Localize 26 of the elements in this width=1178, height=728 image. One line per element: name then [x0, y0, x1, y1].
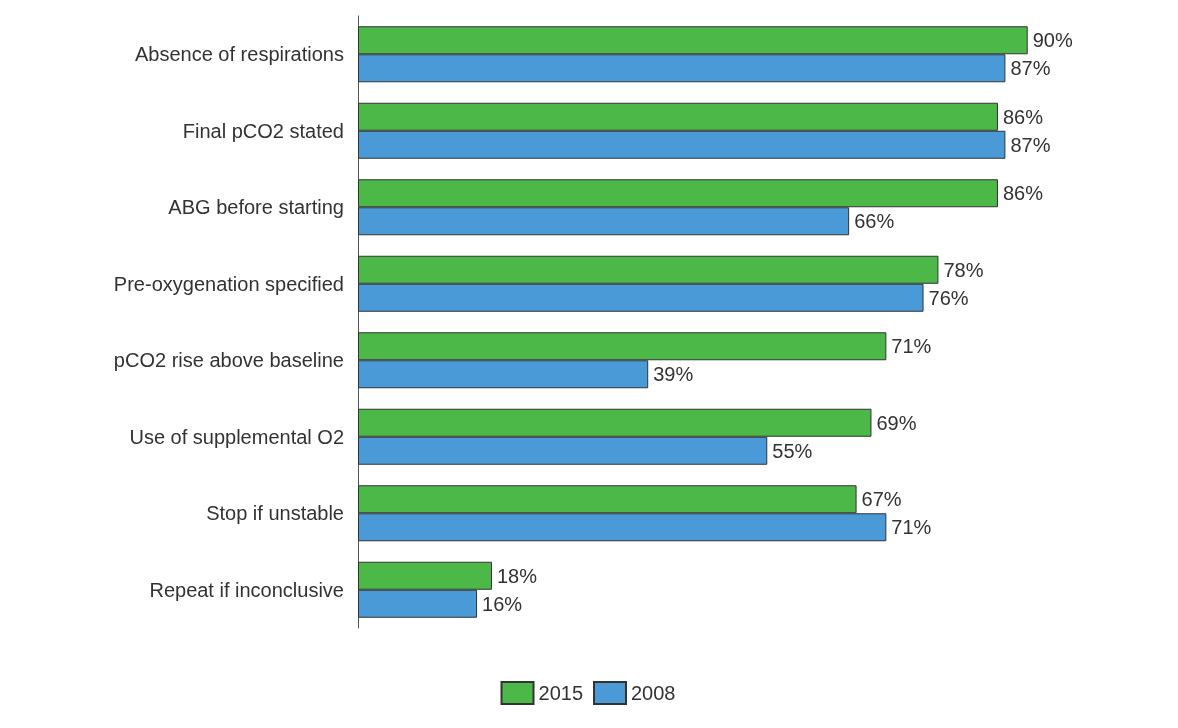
- data-label: 71%: [891, 335, 932, 358]
- y-tick-label: Repeat if inconclusive: [149, 578, 344, 601]
- data-label: 67%: [861, 488, 902, 511]
- data-label: 87%: [1010, 57, 1051, 80]
- data-label: 69%: [876, 411, 917, 434]
- y-tick-label: ABG before starting: [168, 196, 344, 219]
- y-tick-label: Use of supplemental O2: [129, 425, 344, 448]
- data-label: 76%: [928, 286, 969, 309]
- y-tick-label: Stop if unstable: [206, 502, 344, 525]
- data-label: 39%: [653, 363, 694, 386]
- data-label: 78%: [943, 258, 984, 281]
- data-label: 18%: [496, 564, 538, 587]
- data-label: 66%: [854, 210, 895, 233]
- legend-label: 2015: [538, 682, 584, 704]
- y-tick-label: Pre-oxygenation specified: [113, 272, 344, 295]
- y-tick-label: Absence of respirations: [134, 43, 344, 66]
- legend-label: 2008: [631, 682, 676, 704]
- y-tick-label: pCO2 rise above baseline: [113, 349, 344, 372]
- data-label: 90%: [1032, 29, 1073, 52]
- data-label: 55%: [772, 439, 813, 462]
- data-label: 86%: [1002, 105, 1044, 128]
- data-label: 86%: [1002, 182, 1044, 205]
- data-label: 16%: [482, 592, 523, 615]
- data-label: 71%: [891, 516, 932, 539]
- data-label: 87%: [1010, 133, 1051, 156]
- y-tick-label: Final pCO2 stated: [182, 119, 344, 142]
